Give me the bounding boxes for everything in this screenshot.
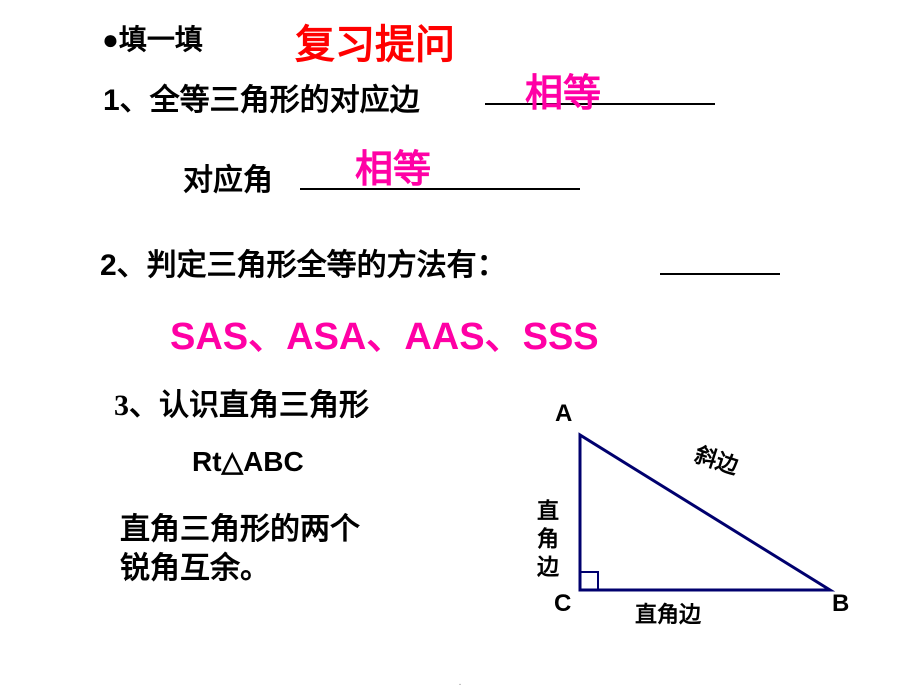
q3-sub-line1: 直角三角形的两个 <box>120 513 360 546</box>
q3-subtext: 直角三角形的两个 锐角互余。 <box>120 510 360 588</box>
vertex-B: B <box>832 590 849 618</box>
q1-text-2: 对应角 <box>183 155 273 199</box>
page-number: . <box>459 677 462 688</box>
blank-3 <box>660 245 780 275</box>
q2-text: 2、判定三角形全等的方法有： <box>100 240 507 284</box>
right-triangle-diagram: A B C 直角边 斜边 直角边 <box>530 395 890 645</box>
review-title: 复习提问 <box>295 12 455 70</box>
q2-answer: SAS、ASA、AAS、SSS <box>170 305 599 360</box>
right-angle-marker <box>580 572 598 590</box>
vertex-A: A <box>555 400 572 428</box>
bullet-heading: ●填一填 <box>102 18 203 58</box>
blank-2 <box>300 160 580 190</box>
q3-title: 3、认识直角三角形 <box>114 380 369 424</box>
horizontal-leg-label: 直角边 <box>635 597 701 629</box>
q3-sub-line2: 锐角互余。 <box>120 552 270 585</box>
q1-text-1: 1、全等三角形的对应边 <box>103 75 420 119</box>
rt-label: Rt△ABC <box>192 445 304 478</box>
vertex-C: C <box>554 590 571 618</box>
vertical-leg-label: 直角边 <box>530 499 562 583</box>
answer-1: 相等 <box>525 62 601 117</box>
answer-2: 相等 <box>355 138 431 193</box>
